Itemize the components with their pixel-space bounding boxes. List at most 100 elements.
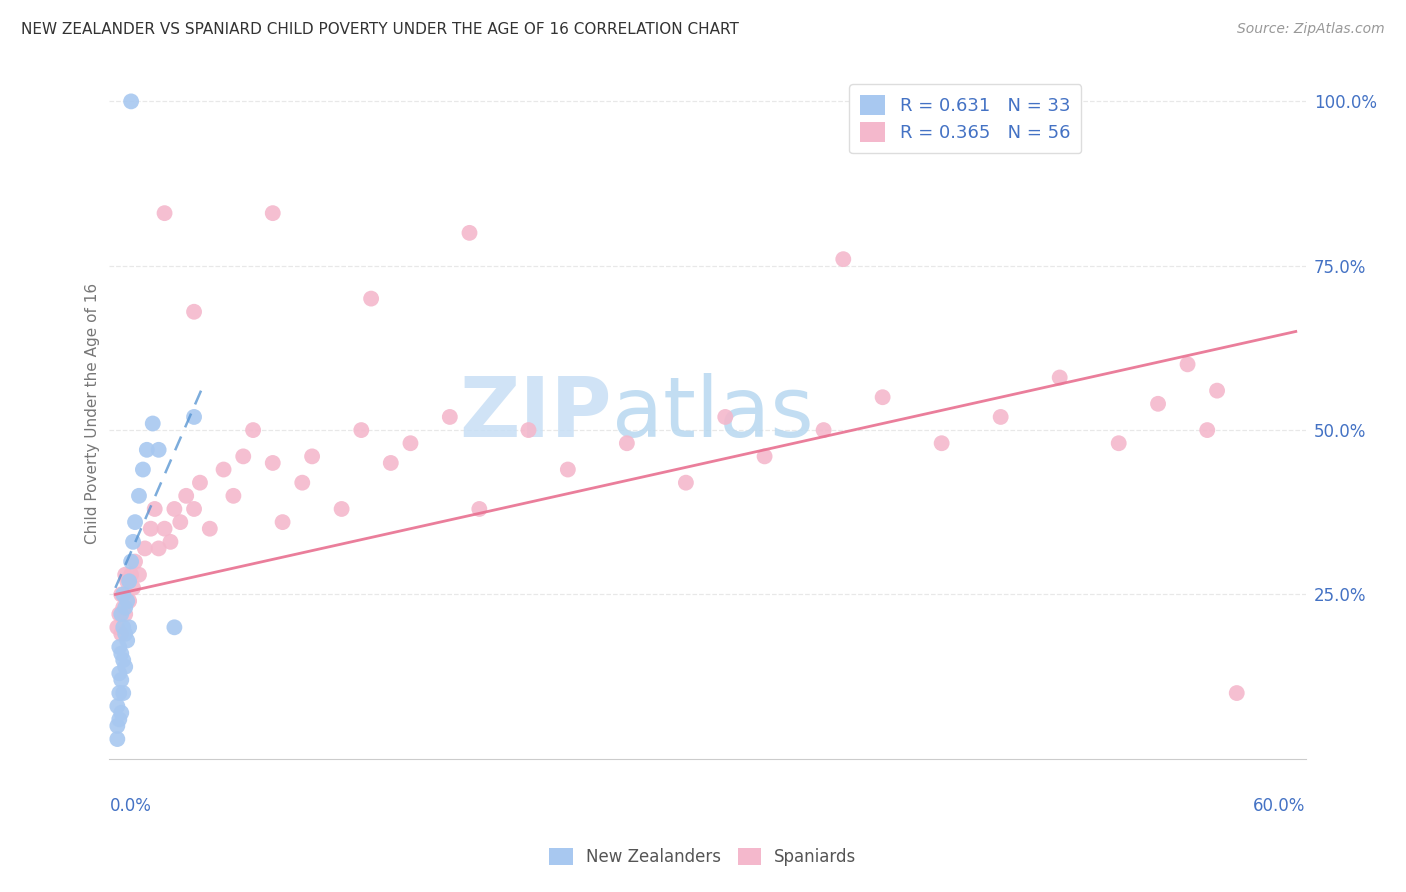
Text: Source: ZipAtlas.com: Source: ZipAtlas.com (1237, 22, 1385, 37)
Point (112, 587, 135, 601)
Point (754, 450, 776, 464)
Point (242, 423, 264, 437)
Point (132, 462, 155, 476)
Point (120, 95, 142, 109)
Point (1226, 686, 1249, 700)
Point (183, 305, 205, 319)
Point (931, 436, 953, 450)
Point (832, 252, 855, 267)
Point (714, 409, 737, 424)
Point (114, 627, 136, 641)
Point (169, 515, 191, 529)
Point (174, 489, 197, 503)
Text: atlas: atlas (612, 373, 814, 454)
Point (183, 502, 205, 516)
Point (105, 732, 128, 747)
Point (1177, 357, 1199, 371)
Point (1108, 436, 1130, 450)
Point (114, 659, 136, 673)
Point (124, 515, 146, 529)
Point (148, 541, 170, 556)
Point (990, 409, 1012, 424)
Point (120, 555, 142, 569)
Point (1147, 397, 1170, 411)
Point (439, 409, 461, 424)
Point (616, 436, 638, 450)
Point (183, 409, 205, 424)
Point (128, 567, 150, 582)
Point (262, 206, 284, 220)
Point (291, 475, 314, 490)
Point (114, 567, 136, 582)
Point (112, 620, 135, 634)
Point (262, 456, 284, 470)
Point (163, 620, 186, 634)
Point (112, 600, 135, 615)
Point (142, 417, 165, 431)
Point (399, 436, 422, 450)
Point (188, 475, 211, 490)
Point (110, 607, 132, 622)
Point (110, 706, 132, 720)
Point (115, 633, 138, 648)
Point (105, 620, 128, 634)
Point (124, 555, 146, 569)
Point (135, 442, 157, 457)
Point (143, 502, 166, 516)
Point (675, 475, 697, 490)
Point (114, 607, 136, 622)
Point (153, 522, 176, 536)
Point (122, 534, 145, 549)
Point (108, 640, 131, 654)
Point (1206, 384, 1229, 398)
Point (110, 627, 132, 641)
Point (468, 502, 491, 516)
Point (112, 686, 135, 700)
Point (128, 489, 150, 503)
Point (872, 390, 894, 404)
Text: ZIP: ZIP (460, 373, 612, 454)
Legend: R = 0.631   N = 33, R = 0.365   N = 56: R = 0.631 N = 33, R = 0.365 N = 56 (849, 85, 1081, 153)
Point (110, 647, 132, 661)
Point (1049, 370, 1071, 384)
Point (380, 456, 402, 470)
Point (271, 515, 294, 529)
Point (212, 462, 235, 476)
Point (813, 423, 835, 437)
Point (114, 600, 136, 615)
Point (301, 450, 323, 464)
Point (120, 567, 142, 582)
Point (122, 581, 145, 595)
Point (222, 489, 245, 503)
Text: NEW ZEALANDER VS SPANIARD CHILD POVERTY UNDER THE AGE OF 16 CORRELATION CHART: NEW ZEALANDER VS SPANIARD CHILD POVERTY … (21, 22, 740, 37)
Point (105, 719, 128, 733)
Point (108, 666, 131, 681)
Point (163, 502, 186, 516)
Point (105, 699, 128, 714)
Point (360, 292, 382, 306)
Point (458, 226, 481, 240)
Point (115, 574, 138, 589)
Point (517, 423, 540, 437)
Y-axis label: Child Poverty Under the Age of 16: Child Poverty Under the Age of 16 (86, 283, 100, 544)
Point (118, 594, 141, 608)
Point (134, 541, 156, 556)
Point (115, 594, 138, 608)
Point (108, 686, 131, 700)
Point (153, 206, 176, 220)
Point (198, 522, 221, 536)
Point (159, 534, 181, 549)
Text: 0.0%: 0.0% (110, 797, 152, 814)
Text: 60.0%: 60.0% (1253, 797, 1306, 814)
Point (108, 607, 131, 622)
Point (1197, 423, 1219, 437)
Point (112, 653, 135, 667)
Point (232, 450, 254, 464)
Point (118, 574, 141, 589)
Legend: New Zealanders, Spaniards: New Zealanders, Spaniards (543, 841, 863, 873)
Point (110, 673, 132, 687)
Point (350, 423, 373, 437)
Point (139, 522, 162, 536)
Point (557, 462, 579, 476)
Point (330, 502, 353, 516)
